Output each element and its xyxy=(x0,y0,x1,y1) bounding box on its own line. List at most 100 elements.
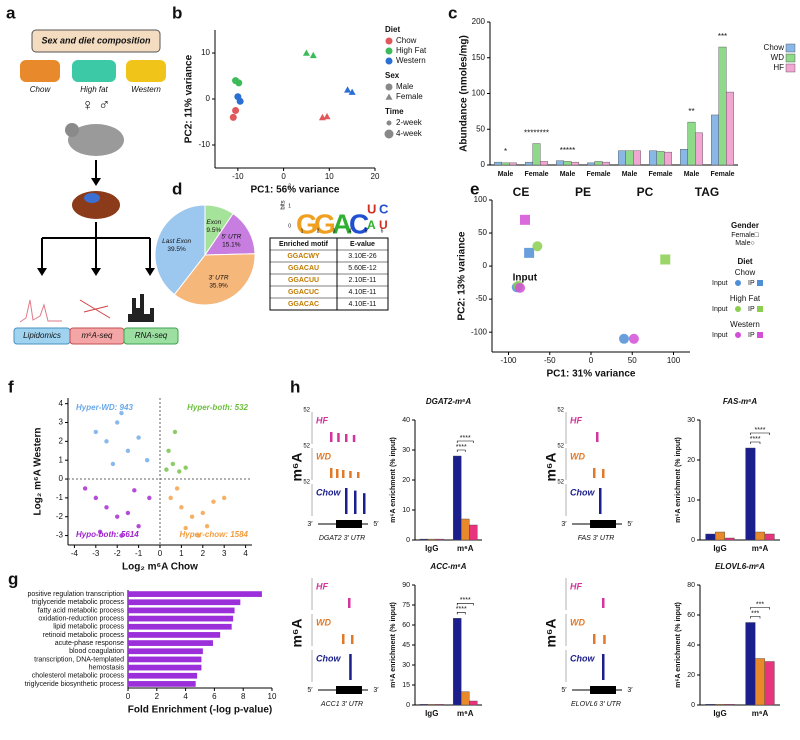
legend-label: Chow xyxy=(764,43,785,52)
legend-swatch xyxy=(785,43,796,53)
significance: * xyxy=(504,147,507,156)
panel-label: e xyxy=(470,179,479,198)
bar xyxy=(715,704,726,706)
point xyxy=(164,467,169,472)
bar xyxy=(755,531,766,541)
track-peak xyxy=(596,432,599,442)
point xyxy=(660,254,671,265)
quadrant-label: Hyper-chow: 1584 xyxy=(180,530,249,539)
point xyxy=(384,129,394,139)
x-tick-label: 2 xyxy=(201,549,206,558)
pie-slice xyxy=(154,204,206,296)
bar xyxy=(494,161,502,166)
track-peak xyxy=(602,469,605,478)
legend-title: Diet xyxy=(737,257,752,266)
point xyxy=(144,457,150,463)
x-tick-label: 50 xyxy=(628,356,637,365)
chart-title: DGAT2-m⁶A xyxy=(426,397,472,406)
y-tick-label: 30 xyxy=(402,447,410,454)
bar xyxy=(680,149,688,166)
bar xyxy=(745,447,756,541)
track-peak xyxy=(330,468,333,478)
bar xyxy=(128,599,241,606)
y-tick-label: -10 xyxy=(198,140,210,149)
point xyxy=(115,514,120,519)
x-tick-label: 0 xyxy=(126,692,131,701)
legend-label: Input xyxy=(712,280,728,287)
point xyxy=(104,505,109,510)
track-peak xyxy=(354,490,357,514)
slice-value: 15.1% xyxy=(222,241,241,248)
track-peak xyxy=(349,471,352,478)
panel-label: d xyxy=(172,179,182,198)
y-tick-label: 0 xyxy=(481,160,486,169)
point xyxy=(97,529,103,535)
x-tick-label: 10 xyxy=(268,692,277,701)
arrow-head xyxy=(37,268,47,276)
legend-label: Male xyxy=(396,82,414,91)
panel-label: h xyxy=(290,377,300,396)
bar xyxy=(764,661,775,706)
x-tick-label: m⁶A xyxy=(752,709,769,718)
x-tick-label: 0 xyxy=(281,172,286,181)
point xyxy=(189,514,195,519)
bar xyxy=(128,607,235,614)
x-tick-label: -1 xyxy=(135,549,143,558)
slice-label: Exon xyxy=(206,219,221,226)
y-tick-label: 0 xyxy=(406,537,410,544)
track-peak xyxy=(593,468,596,478)
y-tick-label: 20 xyxy=(402,477,410,484)
bar xyxy=(128,656,202,663)
diet-label: High fat xyxy=(80,85,108,94)
panel-label: f xyxy=(8,377,14,396)
track-scale: 52 xyxy=(557,480,564,486)
icon xyxy=(79,299,111,319)
y-tick-label: 1 xyxy=(59,455,64,464)
y-tick-label: 0 xyxy=(691,537,695,544)
y-axis-label: m⁶A enrichment (% input) xyxy=(675,602,682,688)
bar xyxy=(128,632,221,638)
y-axis-label: PC2: 11% variance xyxy=(184,54,195,143)
group-label: CE xyxy=(513,185,530,199)
x-tick-label: Female xyxy=(710,171,734,178)
x-tick-label: 4 xyxy=(243,549,248,558)
track-peak xyxy=(342,470,345,478)
point xyxy=(170,461,176,467)
point xyxy=(200,510,205,516)
track-label: Chow xyxy=(316,653,341,663)
pie-slice xyxy=(204,212,256,256)
point xyxy=(524,247,535,258)
track-peak xyxy=(349,654,352,680)
y-tick-label: 45 xyxy=(402,642,410,649)
track-peak xyxy=(351,635,354,644)
legend-label: Western xyxy=(396,56,426,65)
icon xyxy=(19,299,62,323)
strand-end: 5′ xyxy=(561,687,567,694)
y-tick-label: 75 xyxy=(402,602,410,609)
food xyxy=(126,60,166,82)
y-tick-label: 30 xyxy=(687,417,695,424)
bracket xyxy=(750,441,761,444)
bar xyxy=(656,151,665,166)
logo-axis-label: bits xyxy=(281,200,287,209)
strand-end: 3′ xyxy=(373,687,379,694)
bar xyxy=(501,162,510,166)
legend-title: Gender xyxy=(731,221,759,230)
y-tick-label: 50 xyxy=(476,124,485,133)
significance: ******** xyxy=(524,129,549,138)
track-scale: 52 xyxy=(303,480,310,486)
track-label: HF xyxy=(316,581,328,591)
y-tick-label: -2 xyxy=(56,512,64,521)
bar xyxy=(695,132,703,166)
category-label: retinoid metabolic process xyxy=(43,632,125,639)
y-tick-label: 0 xyxy=(206,94,211,103)
panel-a-title: Sex and diet composition xyxy=(41,35,151,45)
track-peak xyxy=(336,469,339,478)
track-label: Chow xyxy=(570,653,595,663)
significance: *** xyxy=(751,610,759,617)
track-peak xyxy=(345,434,348,442)
chart-title: FAS-m⁶A xyxy=(723,397,758,406)
table-cell: 5.60E-12 xyxy=(348,265,377,272)
legend-title: Diet xyxy=(385,25,400,34)
table-cell: GGACWY xyxy=(287,253,320,260)
